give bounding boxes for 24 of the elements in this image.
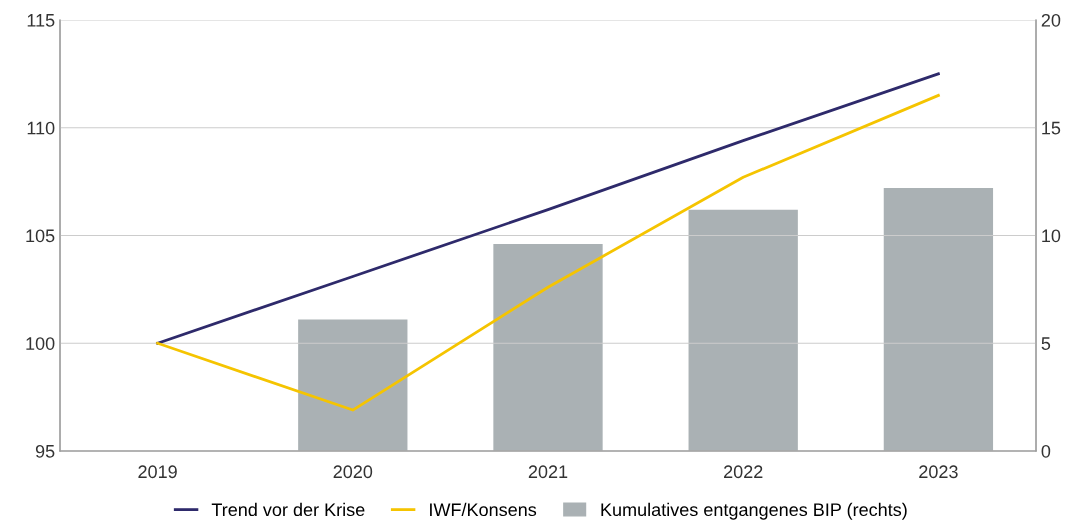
x-tick-label: 2021: [528, 465, 568, 479]
y-tick-label: 105: [26, 229, 55, 243]
y2-tick-label: 20: [1041, 13, 1061, 27]
y-tick-label: 110: [27, 121, 55, 135]
x-tick-label: 2023: [919, 465, 958, 479]
y-tick-label: 95: [35, 444, 55, 458]
line-series: [156, 94, 940, 412]
bar: [298, 319, 408, 451]
y2-tick-label: 0: [1041, 444, 1051, 458]
x-tick-label: 2020: [333, 465, 373, 479]
y2-tick-label: 5: [1041, 337, 1051, 350]
bar: [688, 209, 798, 451]
line-series: [156, 72, 940, 345]
x-tick-label: 2019: [138, 465, 177, 479]
y2-tick-label: 10: [1042, 229, 1061, 243]
y-tick-label: 100: [26, 337, 55, 350]
y2-tick-label: 15: [1042, 121, 1061, 135]
bar: [883, 188, 994, 451]
y-tick-label: 115: [27, 14, 55, 27]
bar: [493, 244, 603, 451]
legend-label: Trend vor der Krise: [211, 502, 365, 517]
x-tick-label: 2022: [724, 465, 763, 479]
legend-label: IWF/Konsens: [430, 502, 537, 517]
legend-label: Kumulatives entgangenes BIP (rechts): [601, 502, 907, 520]
